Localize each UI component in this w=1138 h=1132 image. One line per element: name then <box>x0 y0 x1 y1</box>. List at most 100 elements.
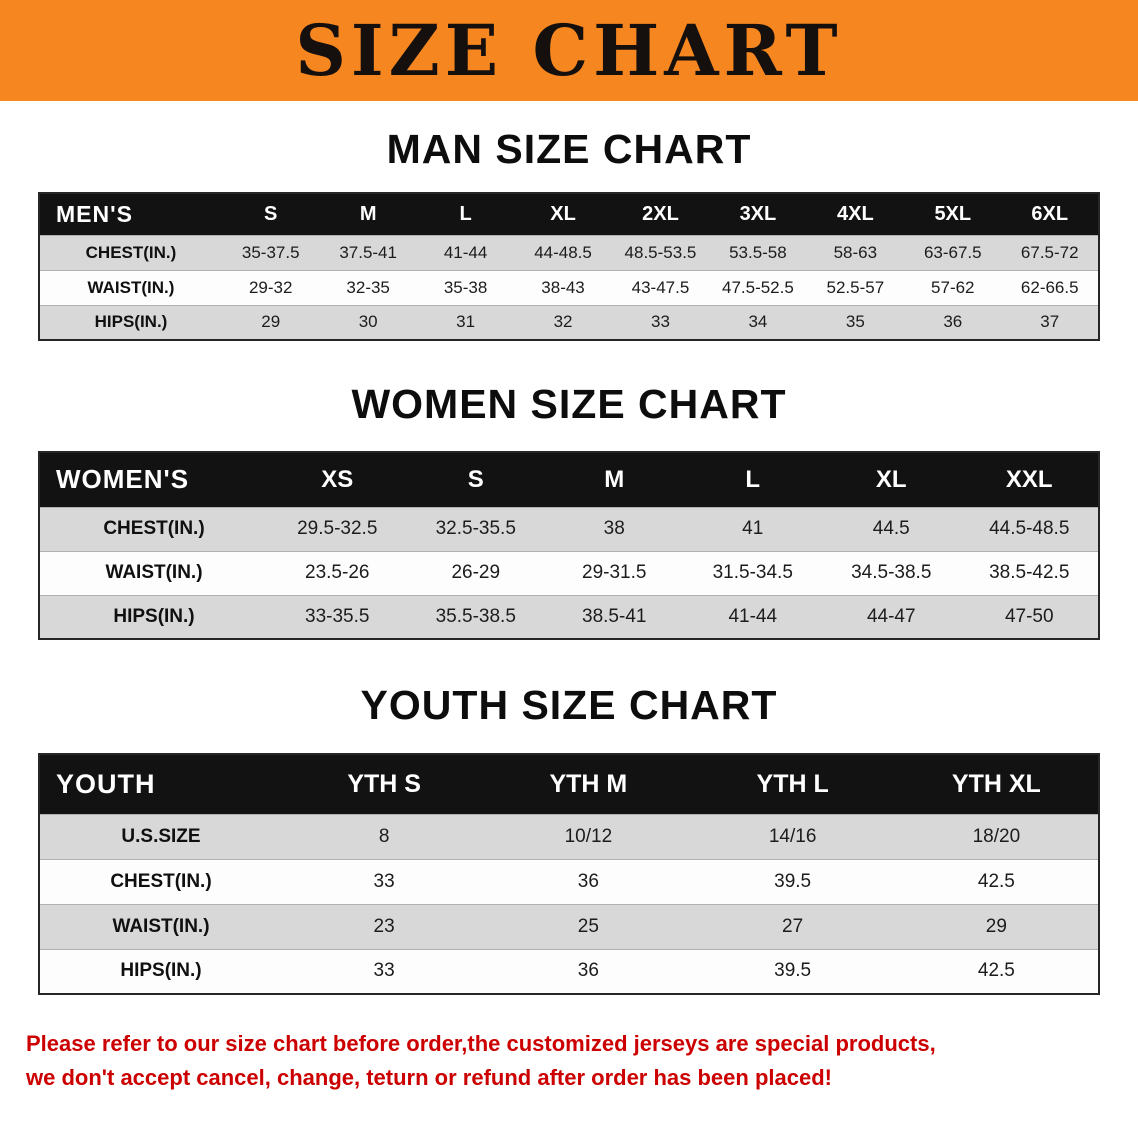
table-row: U.S.SIZE 8 10/12 14/16 18/20 <box>39 814 1099 860</box>
row-label: HIPS(IN.) <box>120 960 202 982</box>
size-value-cell: 36 <box>577 960 599 982</box>
size-value-cell: 41-44 <box>728 605 778 627</box>
table-row: HIPS(IN.) 29 30 31 32 33 34 35 36 37 <box>39 305 1099 341</box>
table-title-cell: YOUTH <box>56 768 156 799</box>
size-value-cell: 57-62 <box>931 277 975 297</box>
size-value-cell: 44-48.5 <box>534 242 592 262</box>
table-row: CHEST(IN.) 35-37.5 37.5-41 41-44 44-48.5 48.5… <box>39 235 1099 271</box>
size-header-cell: M <box>604 465 625 493</box>
youth-section-heading: YOUTH SIZE CHART <box>360 682 778 729</box>
size-value-cell: 27 <box>782 915 804 937</box>
size-header-cell: 4XL <box>837 202 874 225</box>
size-value-cell: 35.5-38.5 <box>435 605 516 627</box>
size-value-cell: 30 <box>358 312 378 332</box>
size-value-cell: 38 <box>603 518 625 540</box>
size-value-cell: 26-29 <box>451 562 501 584</box>
size-value-cell: 10/12 <box>564 825 613 847</box>
row-label: HIPS(IN.) <box>113 605 195 627</box>
men-size-section: MAN SIZE CHART MEN'S S M L XL 2XL 3XL 4XL 5XL 6XL… <box>0 126 1138 342</box>
size-header-cell: YTH XL <box>951 769 1041 798</box>
size-header-cell: XS <box>321 465 354 493</box>
size-value-cell: 23.5-26 <box>305 562 370 584</box>
size-header-cell: 2XL <box>642 202 679 225</box>
size-header-cell: M <box>359 202 377 225</box>
size-value-cell: 41-44 <box>443 242 488 262</box>
size-value-cell: 37.5-41 <box>339 242 397 262</box>
size-value-cell: 32-35 <box>346 277 390 297</box>
banner: SIZE CHART <box>0 0 1138 101</box>
table-header-row: YOUTH YTH S YTH M YTH L YTH XL <box>39 754 1099 815</box>
table-row: CHEST(IN.) 33 36 39.5 42.5 <box>39 859 1099 905</box>
table-title-cell: WOMEN'S <box>56 464 190 495</box>
size-value-cell: 62-66.5 <box>1020 277 1079 297</box>
size-value-cell: 44.5-48.5 <box>989 518 1070 540</box>
size-value-cell: 37 <box>1040 312 1060 332</box>
men-size-table: MEN'S S M L XL 2XL 3XL 4XL 5XL 6XL CHEST(IN.) 35-37… <box>38 192 1100 342</box>
size-value-cell: 34.5-38.5 <box>851 562 932 584</box>
size-value-cell: 29 <box>985 915 1007 937</box>
women-size-table: WOMEN'S XS S M L XL XXL CHEST(IN.) 29.5-32.5 32.5… <box>38 451 1100 641</box>
table-row: WAIST(IN.) 23 25 27 29 <box>39 904 1099 950</box>
table-row: HIPS(IN.) 33 36 39.5 42.5 <box>39 949 1099 995</box>
size-value-cell: 31 <box>456 312 476 332</box>
disclaimer-line-2: we don't accept cancel, change, teturn o… <box>26 1065 832 1091</box>
size-value-cell: 31.5-34.5 <box>712 562 793 584</box>
men-section-heading: MAN SIZE CHART <box>386 126 752 172</box>
size-value-cell: 32.5-35.5 <box>435 518 516 540</box>
size-header-cell: 5XL <box>934 202 972 225</box>
size-value-cell: 33 <box>373 870 395 892</box>
table-row: WAIST(IN.) 23.5-26 26-29 29-31.5 31.5-34.5 34… <box>39 551 1099 596</box>
size-value-cell: 35-38 <box>443 277 488 297</box>
row-label: HIPS(IN.) <box>94 312 168 332</box>
size-value-cell: 34 <box>748 312 768 332</box>
size-value-cell: 36 <box>577 870 599 892</box>
size-header-cell: YTH L <box>756 769 829 798</box>
size-value-cell: 35-37.5 <box>241 242 300 262</box>
size-value-cell: 29-31.5 <box>582 562 647 584</box>
youth-size-table: YOUTH YTH S YTH M YTH L YTH XL U.S.SIZE 8 10/12… <box>38 753 1100 996</box>
size-value-cell: 43-47.5 <box>631 277 690 297</box>
size-value-cell: 58-63 <box>833 242 878 262</box>
size-value-cell: 8 <box>378 825 390 847</box>
size-value-cell: 48.5-53.5 <box>624 242 697 262</box>
size-value-cell: 44.5 <box>872 518 910 540</box>
size-header-cell: YTH S <box>347 769 421 798</box>
size-header-cell: 6XL <box>1031 202 1069 225</box>
size-value-cell: 42.5 <box>977 960 1015 982</box>
page-title: SIZE CHART <box>295 8 843 92</box>
size-value-cell: 38.5-42.5 <box>989 562 1070 584</box>
disclaimer-line-1: Please refer to our size chart before or… <box>26 1031 936 1057</box>
size-value-cell: 47.5-52.5 <box>721 277 794 297</box>
size-value-cell: 38-43 <box>541 277 585 297</box>
size-value-cell: 36 <box>943 312 963 332</box>
table-header-row: WOMEN'S XS S M L XL XXL <box>39 452 1099 508</box>
row-label: CHEST(IN.) <box>85 242 177 262</box>
women-size-section: WOMEN SIZE CHART WOMEN'S XS S M L XL XXL CHEST(… <box>0 381 1138 641</box>
size-value-cell: 53.5-58 <box>729 242 787 262</box>
size-value-cell: 52.5-57 <box>826 277 885 297</box>
table-title-cell: MEN'S <box>56 200 133 227</box>
size-header-cell: XL <box>875 465 907 493</box>
size-value-cell: 18/20 <box>972 825 1021 847</box>
size-value-cell: 29.5-32.5 <box>297 518 378 540</box>
size-header-cell: 3XL <box>739 202 777 225</box>
size-value-cell: 25 <box>577 915 599 937</box>
women-section-heading: WOMEN SIZE CHART <box>351 381 787 428</box>
size-value-cell: 29 <box>261 312 281 332</box>
size-header-cell: L <box>745 465 761 493</box>
size-value-cell: 44-47 <box>866 605 916 627</box>
youth-size-section: YOUTH SIZE CHART YOUTH YTH S YTH M YTH L YTH… <box>0 682 1138 996</box>
table-header-row: MEN'S S M L XL 2XL 3XL 4XL 5XL 6XL <box>39 193 1099 236</box>
row-label: WAIST(IN.) <box>105 562 203 584</box>
row-label: WAIST(IN.) <box>112 915 210 937</box>
size-value-cell: 33 <box>373 960 395 982</box>
size-value-cell: 42.5 <box>977 870 1015 892</box>
size-value-cell: 14/16 <box>768 825 817 847</box>
size-value-cell: 29-32 <box>248 277 293 297</box>
size-value-cell: 63-67.5 <box>923 242 982 262</box>
size-value-cell: 23 <box>373 915 395 937</box>
row-label: WAIST(IN.) <box>87 277 175 297</box>
size-value-cell: 35 <box>845 312 865 332</box>
size-value-cell: 39.5 <box>774 870 812 892</box>
